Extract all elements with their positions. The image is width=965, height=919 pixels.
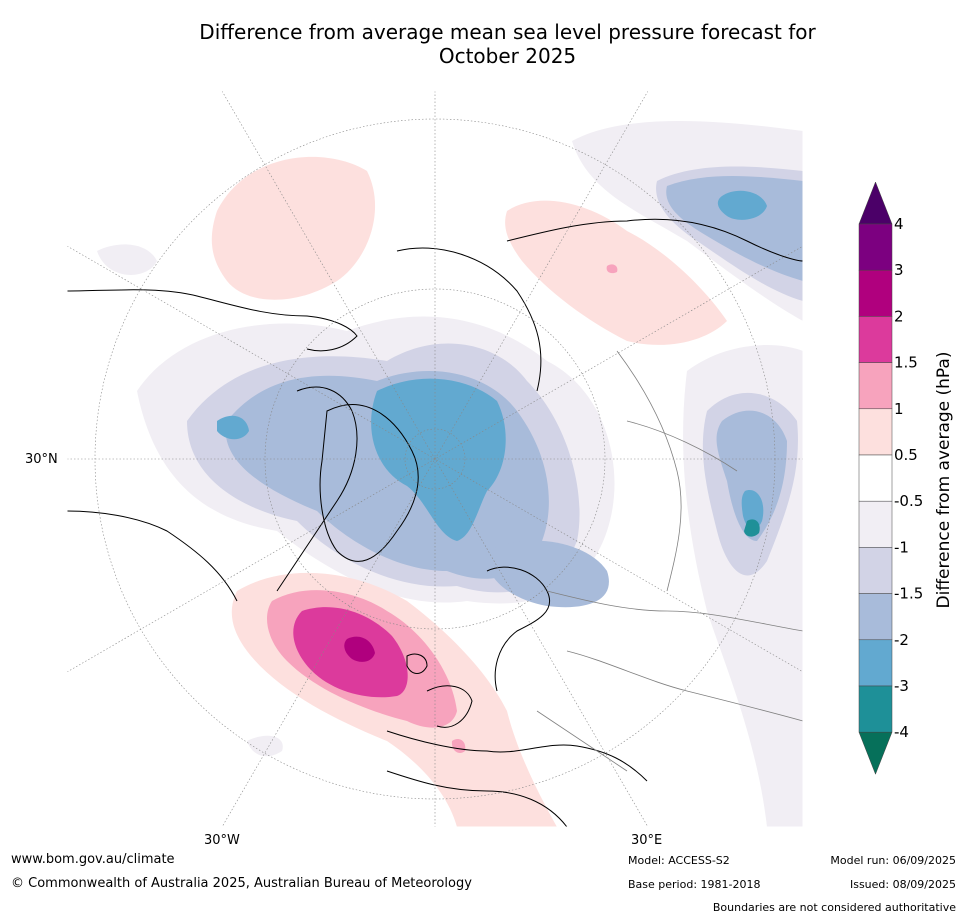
colorbar-label: Difference from average (hPa)	[934, 351, 954, 609]
colorbar-ticks: 4 3 2 1.5 1 0.5 -0.5 -1 -1.5 -2 -3 -4	[894, 215, 923, 741]
colorbar-max-arrow	[858, 182, 893, 225]
footer-model: Model: ACCESS-S2	[628, 854, 730, 867]
graticule	[67, 91, 803, 827]
label-30n: 30°N	[25, 452, 58, 467]
title-line-2: October 2025	[438, 44, 577, 68]
colorbar: 4 3 2 1.5 1 0.5 -0.5 -1 -1.5 -2 -3 -4	[858, 182, 923, 775]
label-30w: 30°W	[204, 833, 240, 848]
label-30e: 30°E	[631, 833, 663, 848]
colorbar-tick-label: -1	[894, 538, 909, 556]
anomaly-plus-2	[344, 636, 375, 662]
colorbar-swatch	[858, 408, 893, 456]
colorbar-swatches	[858, 182, 893, 775]
colorbar-tick-label: -1.5	[894, 585, 923, 603]
anomaly-minus-2	[217, 190, 767, 541]
colorbar-swatch	[858, 547, 893, 594]
footer-base-period: Base period: 1981-2018	[628, 878, 761, 891]
chart-title: Difference from average mean sea level p…	[120, 20, 895, 68]
footer-disclaimer: Boundaries are not considered authoritat…	[712, 901, 956, 914]
colorbar-tick-label: -4	[894, 723, 909, 741]
colorbar-tick-label: -3	[894, 677, 909, 695]
colorbar-swatch	[858, 593, 893, 641]
colorbar-tick-label: -2	[894, 631, 909, 649]
colorbar-tick-label: 0.5	[894, 446, 918, 464]
colorbar-tick-label: 1	[894, 400, 904, 418]
title-line-1: Difference from average mean sea level p…	[199, 20, 816, 44]
colorbar-swatch	[858, 500, 893, 548]
colorbar-swatch	[858, 362, 893, 410]
country-borders	[536, 350, 803, 772]
colorbar-swatch	[858, 454, 893, 502]
colorbar-tick-label: 4	[894, 215, 904, 233]
colorbar-tick-label: 1.5	[894, 354, 918, 372]
colorbar-swatch	[858, 685, 893, 733]
anomaly-minus-3	[744, 519, 760, 537]
footer-issued: Issued: 08/09/2025	[849, 878, 956, 891]
coastlines	[67, 218, 803, 827]
colorbar-min-arrow	[858, 731, 893, 775]
colorbar-swatch	[858, 316, 893, 363]
colorbar-swatch	[858, 639, 893, 687]
colorbar-swatch	[858, 269, 893, 317]
footer-model-run: Model run: 06/09/2025	[830, 854, 956, 867]
footer-website[interactable]: www.bom.gov.au/climate	[11, 852, 175, 867]
colorbar-tick-label: 2	[894, 307, 904, 325]
colorbar-swatch	[858, 223, 893, 271]
colorbar-tick-label: -0.5	[894, 492, 923, 510]
anomaly-map	[67, 91, 803, 827]
footer-copyright: © Commonwealth of Australia 2025, Austra…	[11, 876, 472, 891]
colorbar-tick-label: 3	[894, 261, 904, 279]
